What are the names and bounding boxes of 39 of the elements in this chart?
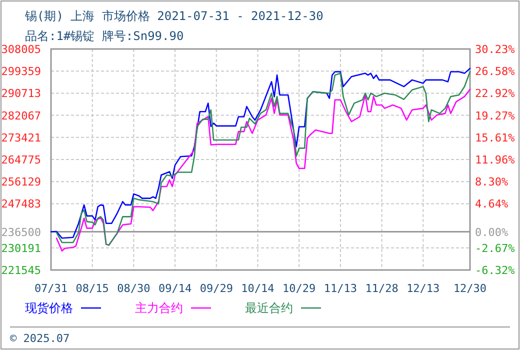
y-tick-label: 230191 [1,242,41,255]
legend-label: 最近合约 [245,301,293,315]
x-tick-label: 12/30 [453,282,487,295]
y-tick-label: 290713 [1,87,41,100]
y2-tick-label: 19.27% [475,109,516,122]
y2-tick-label: 4.64% [475,198,508,211]
y-tick-label: 273421 [1,131,41,144]
legend-label: 现货价格 [25,301,73,315]
x-tick-label: 08/15 [76,282,109,295]
x-tick-label: 08/30 [117,282,150,295]
y2-tick-label: -2.67% [475,242,516,255]
chart-title: 锡(期) 上海 市场价格 2021-07-31 - 2021-12-30 [24,9,324,23]
x-tick-label: 11/28 [365,282,398,295]
text: © 2025.07 [10,332,70,345]
y2-tick-label: 8.30% [475,176,508,189]
y-tick-label: 282067 [1,109,41,122]
x-tick-label: 07/31 [34,282,68,295]
x-tick-label: 10/14 [241,282,275,295]
y-tick-label: 236500 [1,226,41,239]
y2-tick-label: 26.58% [475,65,516,78]
y-tick-label: 308005 [1,43,41,56]
y-tick-label: 264775 [1,154,41,166]
y2-tick-label: 11.96% [475,153,516,166]
chart-subtitle: 品名:1#锡锭 牌号:Sn99.90 [25,29,184,43]
x-tick-label: 12/13 [406,282,440,295]
y-tick-label: 247483 [1,198,41,211]
x-tick-label: 11/13 [324,282,358,295]
x-tick-label: 09/14 [158,282,192,295]
y2-tick-label: 22.92% [475,87,516,100]
y2-tick-label: 15.61% [475,131,516,144]
x-tick-label: 09/29 [200,282,233,295]
y-tick-label: 299359 [1,65,41,78]
x-tick-label: 10/29 [282,282,316,295]
y2-tick-label: 30.23% [475,43,516,56]
y-tick-label: 256129 [1,176,41,189]
y2-tick-label: 0.00% [475,226,508,239]
y2-tick-label: -6.32% [475,264,516,277]
legend-label: 主力合约 [135,301,183,315]
y-tick-label: 221545 [1,264,41,277]
